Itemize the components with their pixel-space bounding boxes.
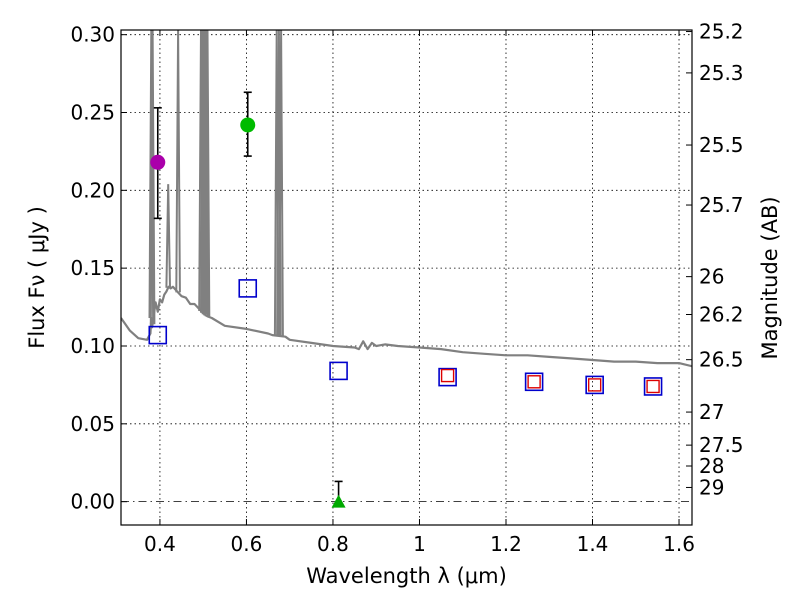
spectrum [121, 30, 692, 368]
magnitude-tick-label: 27 [699, 400, 724, 424]
photometry-point [240, 117, 256, 133]
x-axis: 0.4 0.6 0.8 1 1.2 1.4 1.6 [144, 30, 695, 556]
emission-line [165, 184, 171, 288]
y-tick-label: 0.10 [70, 334, 115, 358]
emission-line [175, 30, 181, 293]
y-tick-label: 0.05 [70, 412, 115, 436]
magnitude-tick-label: 26.2 [699, 302, 744, 326]
emission-line [278, 30, 284, 337]
plot-frame [120, 29, 693, 526]
magnitude-tick-label: 28 [699, 454, 724, 478]
model-flux-square-nir [440, 368, 455, 383]
emission-line [149, 30, 156, 325]
magnitude-tick-label: 27.5 [699, 433, 744, 457]
model-flux-square [438, 367, 457, 387]
emission-line [203, 30, 209, 316]
magnitude-tick-label: 29 [699, 475, 724, 499]
y-axis-title: Flux Fν ( μJy ) [25, 206, 49, 349]
model-flux-square [238, 279, 258, 298]
model-flux-square-nir [646, 379, 660, 394]
model-flux-square [585, 375, 604, 395]
plot-border [120, 29, 693, 526]
model-flux-square [329, 361, 348, 381]
model-flux-square-nir [587, 378, 602, 392]
model-flux-square [148, 325, 168, 345]
x-tick-label: 0.4 [144, 532, 176, 556]
model-flux-square [524, 372, 544, 392]
x-tick-label: 0.6 [231, 532, 263, 556]
model-flux-square [643, 377, 663, 396]
photometry-point [150, 154, 166, 170]
magnitude-tick-label: 25.5 [699, 133, 744, 157]
magnitude-tick-label: 25.3 [699, 61, 744, 85]
magnitude-tick-label: 25.2 [699, 20, 744, 44]
upper-limit-point [331, 494, 346, 508]
magnitude-tick-label: 26 [699, 265, 724, 289]
y-tick-label: 0.00 [70, 490, 115, 514]
y-axis: 0.00 0.05 0.10 0.15 0.20 0.25 0.30 [70, 23, 127, 514]
x-tick-label: 1.6 [663, 532, 695, 556]
x-tick-label: 1 [413, 532, 426, 556]
spectrum-line [121, 285, 692, 368]
x-tick-label: 1.2 [490, 532, 522, 556]
emission-line [204, 30, 211, 317]
magnitude-axis-title: Magnitude (AB) [758, 196, 782, 359]
model-flux-square-nir [527, 375, 541, 389]
x-tick-label: 0.8 [317, 532, 349, 556]
y-tick-label: 0.25 [70, 101, 115, 125]
magnitude-tick-label: 26.5 [699, 348, 744, 372]
magnitude-tick-label: 25.7 [699, 193, 744, 217]
y-tick-label: 0.30 [70, 23, 115, 47]
y-tick-label: 0.15 [70, 256, 115, 280]
y-tick-label: 0.20 [70, 178, 115, 202]
emission-line [148, 30, 155, 319]
x-tick-label: 1.4 [577, 532, 609, 556]
grid [121, 30, 692, 525]
data-points [148, 91, 663, 508]
x-axis-title: Wavelength λ (μm) [306, 564, 507, 588]
